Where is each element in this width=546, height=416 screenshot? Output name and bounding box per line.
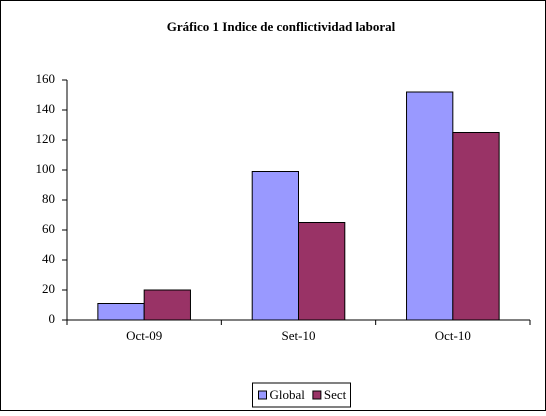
bar <box>452 132 500 321</box>
y-tick-label: 60 <box>42 221 55 236</box>
bar <box>406 91 454 321</box>
bar <box>251 171 299 321</box>
x-tick-label: Set-10 <box>282 328 316 343</box>
x-tick-label: Oct-09 <box>126 328 162 343</box>
y-tick-label: 0 <box>49 311 56 326</box>
legend-swatch <box>258 390 267 400</box>
legend-label: Sect <box>324 387 347 402</box>
y-tick-label: 80 <box>42 191 55 206</box>
x-tick-label: Oct-10 <box>435 328 471 343</box>
y-tick-label: 40 <box>42 251 55 266</box>
y-tick-label: 20 <box>42 281 55 296</box>
y-tick-label: 140 <box>36 101 56 116</box>
legend-box <box>252 382 351 408</box>
bar <box>143 289 191 321</box>
legend-label: Global <box>270 387 306 402</box>
y-tick-label: 120 <box>36 131 56 146</box>
legend-swatch <box>312 390 322 400</box>
bar <box>298 222 346 321</box>
bar <box>97 303 145 321</box>
chart-title: Gráfico 1 Indice de conflictividad labor… <box>167 19 396 34</box>
y-tick-label: 100 <box>36 161 56 176</box>
y-tick-label: 160 <box>36 71 56 86</box>
